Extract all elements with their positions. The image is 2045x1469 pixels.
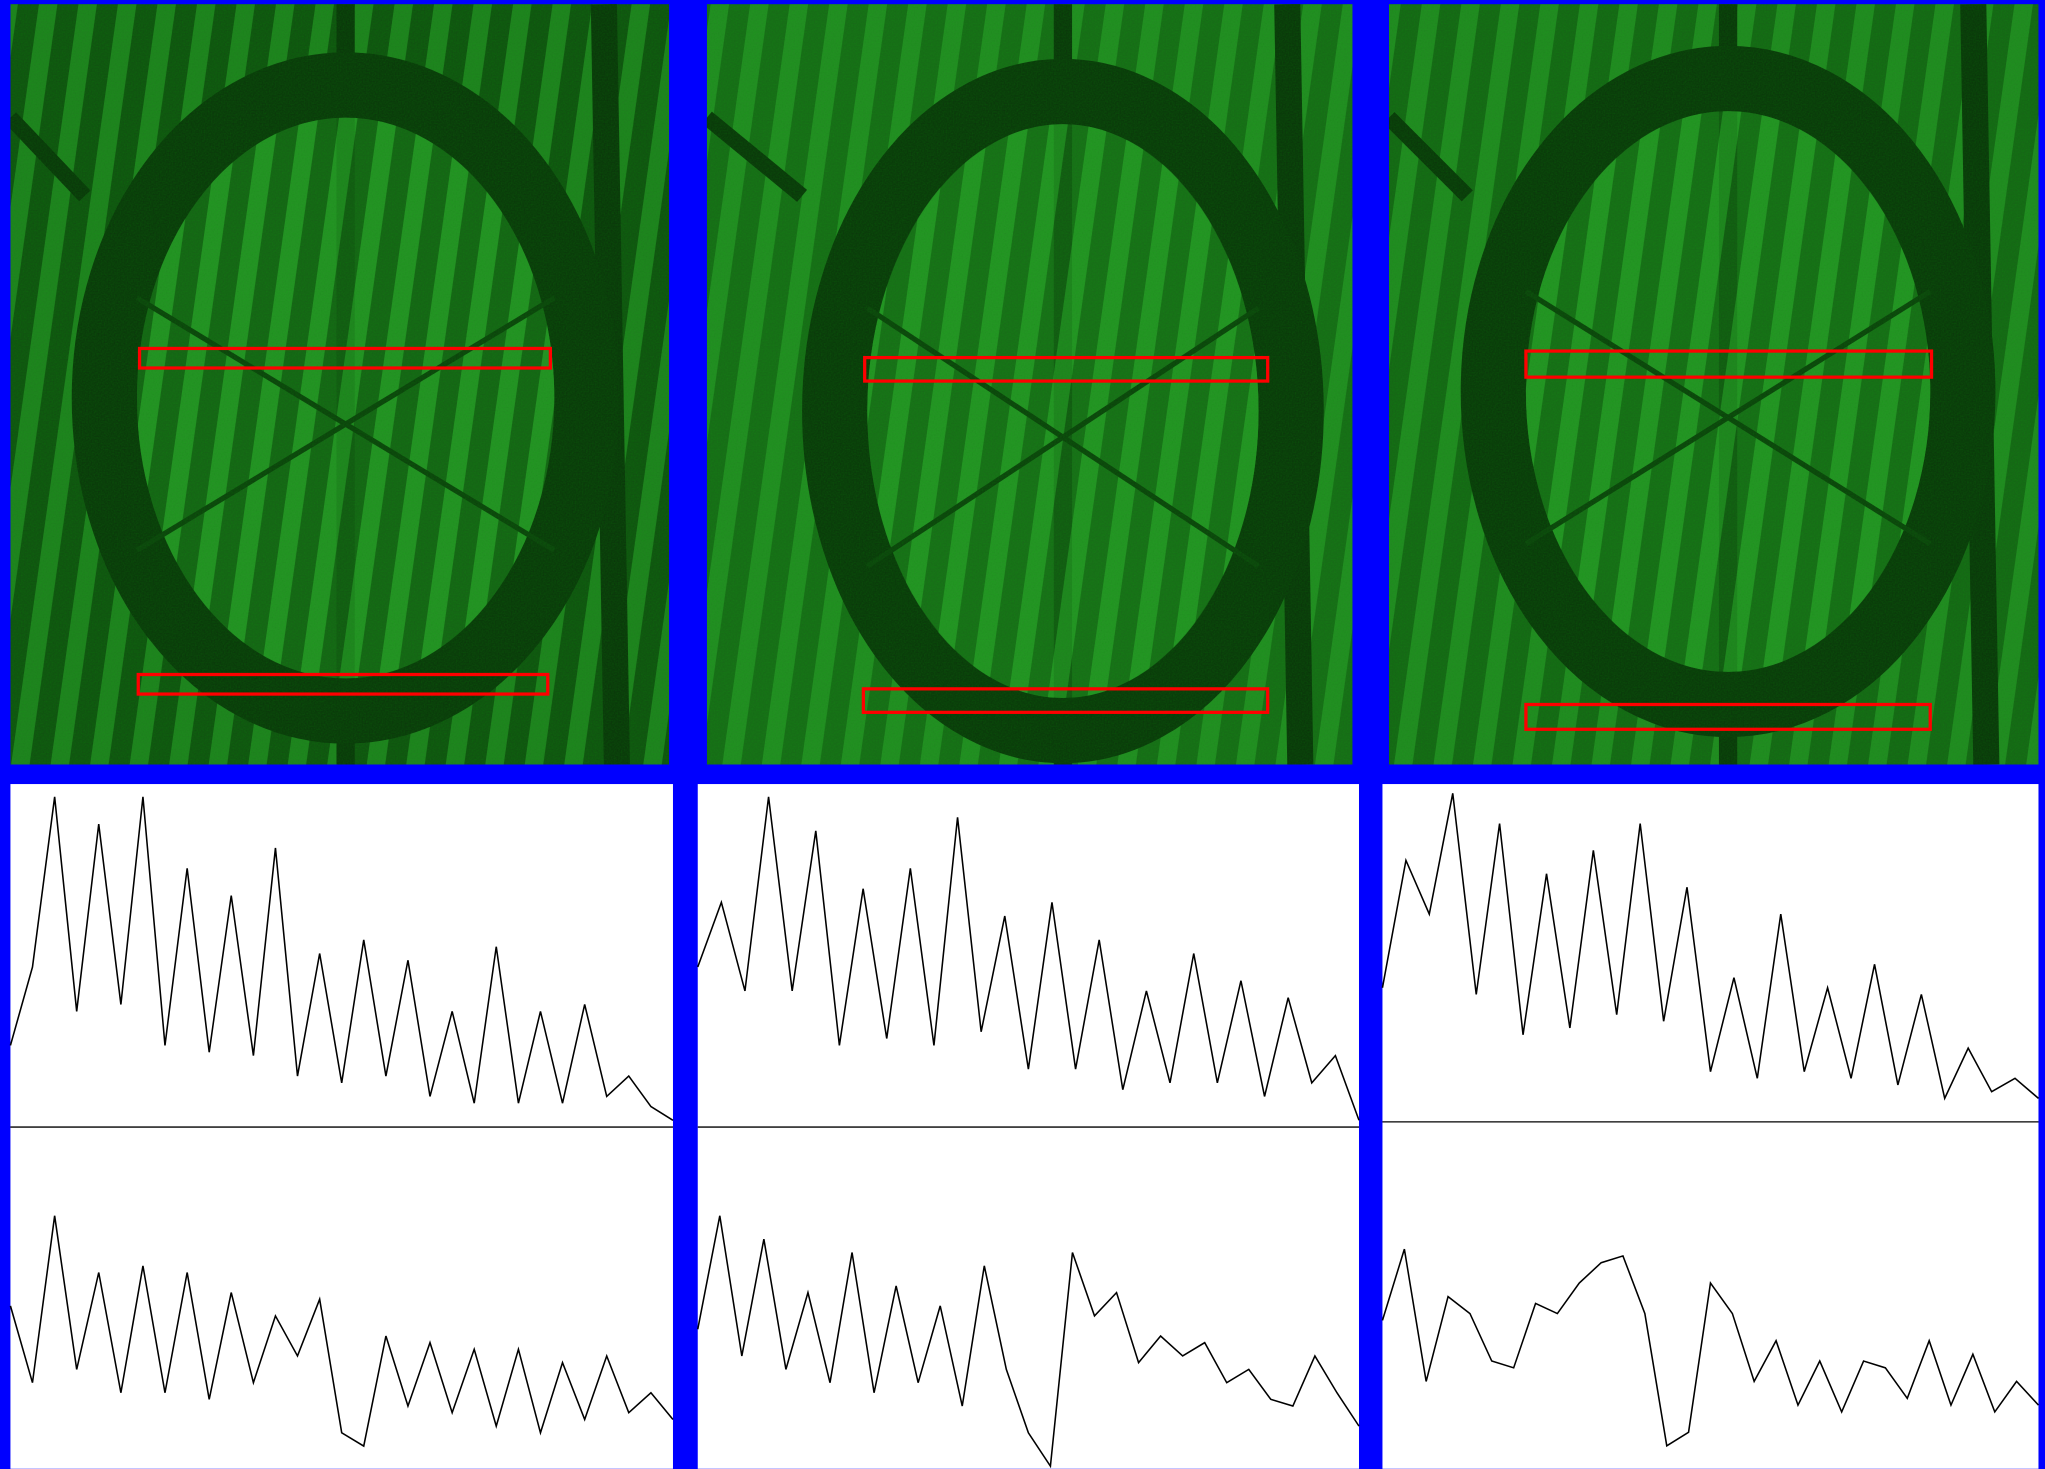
profile-line bbox=[1381, 1248, 2040, 1448]
image-content bbox=[1388, 4, 2039, 765]
image-panel bbox=[706, 4, 1353, 765]
roi-box bbox=[863, 355, 1270, 383]
profile-line bbox=[9, 796, 674, 1121]
roi-box bbox=[137, 346, 553, 370]
profile-line bbox=[1381, 793, 2039, 1101]
noise bbox=[706, 4, 1353, 765]
noise bbox=[1388, 4, 2039, 765]
plot-area bbox=[1382, 784, 2039, 1469]
image-content bbox=[10, 4, 670, 765]
plot-area bbox=[697, 784, 1359, 1469]
image-panel bbox=[1388, 4, 2039, 765]
roi-box bbox=[1524, 349, 1934, 379]
roi-box bbox=[136, 672, 550, 696]
noise bbox=[10, 4, 670, 765]
image-content bbox=[706, 4, 1353, 765]
profile-line bbox=[696, 1215, 1360, 1469]
roi-box bbox=[1524, 702, 1932, 731]
roi-box bbox=[861, 687, 1270, 714]
profile-line bbox=[9, 1215, 674, 1448]
image-panel bbox=[10, 4, 670, 765]
profile-line bbox=[697, 796, 1360, 1121]
plot-area bbox=[10, 784, 673, 1469]
